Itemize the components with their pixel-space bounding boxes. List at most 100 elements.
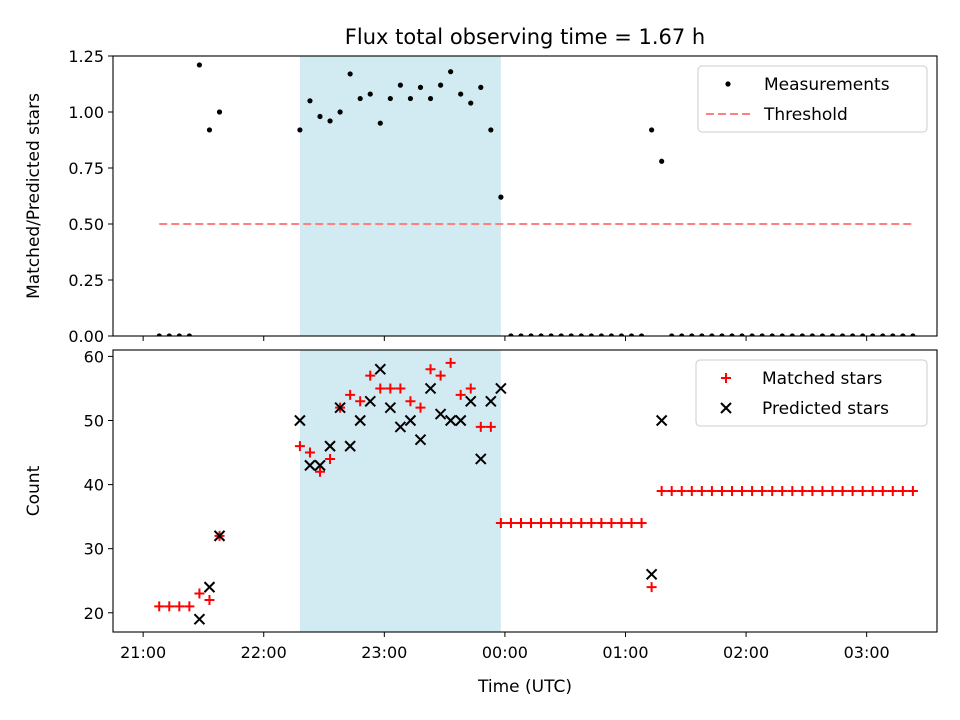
measurement-point xyxy=(427,95,434,102)
measurement-point xyxy=(669,333,675,336)
predicted-star-point xyxy=(203,581,216,593)
matched-star-point xyxy=(515,518,526,529)
measurement-point xyxy=(337,109,343,115)
measurement-point xyxy=(689,333,695,336)
matched-star-point xyxy=(596,518,607,529)
measurement-point xyxy=(488,127,494,133)
measurement-point xyxy=(618,333,625,336)
y-tick-label: 0.75 xyxy=(68,159,104,178)
measurement-point xyxy=(458,91,464,97)
matched-star-point xyxy=(204,594,215,605)
matched-star-point xyxy=(897,486,908,496)
predicted-star-point xyxy=(294,414,306,427)
y-tick-label: 40 xyxy=(84,476,104,495)
measurement-point xyxy=(407,95,414,102)
matched-star-point xyxy=(526,518,537,529)
measurement-point xyxy=(699,333,705,336)
matched-star-point xyxy=(365,370,376,381)
predicted-star-point xyxy=(334,401,346,414)
matched-star-point xyxy=(345,389,356,400)
predicted-star-point xyxy=(414,434,427,446)
predicted-star-point xyxy=(454,414,467,427)
measurement-point xyxy=(849,333,856,336)
predicted-star-point xyxy=(394,421,407,433)
predicted-star-point xyxy=(314,459,326,472)
measurement-point xyxy=(166,333,172,336)
measurement-point xyxy=(156,333,162,336)
measurement-point xyxy=(709,333,715,336)
predicted-star-point xyxy=(444,414,457,427)
matched-star-point xyxy=(355,396,366,407)
matched-star-point xyxy=(194,588,205,599)
matched-star-point xyxy=(676,486,687,496)
measurement-point xyxy=(900,333,906,336)
matched-star-point xyxy=(405,396,416,407)
predicted-star-point xyxy=(374,363,387,375)
legend-marker-measurements xyxy=(725,81,731,87)
matched-star-point xyxy=(867,486,878,496)
x-tick-label: 01:00 xyxy=(602,643,648,662)
measurement-point xyxy=(478,84,484,90)
measurement-point xyxy=(518,333,524,336)
predicted-star-point xyxy=(354,414,366,427)
plot-area-1 xyxy=(156,62,916,336)
measurement-point xyxy=(659,158,665,164)
measurement-point xyxy=(297,127,303,133)
y-tick-label: 1.00 xyxy=(68,103,104,122)
measurement-point xyxy=(638,333,645,336)
measurement-point xyxy=(759,333,765,336)
matched-star-point xyxy=(556,518,567,529)
matched-star-point xyxy=(435,370,446,381)
predicted-star-point xyxy=(434,408,447,420)
matched-star-point xyxy=(907,486,918,496)
y-tick-label: 30 xyxy=(84,540,104,559)
matched-star-point xyxy=(455,389,466,400)
measurement-point xyxy=(890,333,896,336)
matched-star-point xyxy=(626,518,637,529)
axes-frame-2 xyxy=(112,349,938,633)
x-tick-label: 23:00 xyxy=(361,643,407,662)
matched-star-point xyxy=(747,486,758,496)
matched-star-point xyxy=(666,486,677,496)
matched-star-point xyxy=(857,486,868,496)
measurement-point xyxy=(628,333,635,336)
matched-star-point xyxy=(727,486,738,496)
predicted-star-point xyxy=(404,414,417,427)
predicted-star-point xyxy=(475,453,487,465)
legend-marker-matched xyxy=(721,373,731,383)
matched-star-point xyxy=(646,582,657,593)
matched-star-point xyxy=(375,383,386,394)
measurement-point xyxy=(176,333,182,336)
measurement-point xyxy=(809,333,815,336)
matched-star-point xyxy=(817,486,828,496)
predicted-star-point xyxy=(465,395,477,407)
y-tick-label: 60 xyxy=(84,347,104,366)
matched-star-point xyxy=(757,486,768,496)
measurement-point xyxy=(779,333,785,336)
matched-star-point xyxy=(576,518,587,529)
measurement-point xyxy=(739,333,745,336)
matched-star-point xyxy=(536,518,547,529)
measurement-point xyxy=(528,333,534,336)
predicted-star-point xyxy=(485,395,497,407)
measurement-point xyxy=(870,333,876,336)
measurement-point xyxy=(498,194,504,200)
matched-star-point xyxy=(887,486,898,496)
predicted-star-point xyxy=(213,530,226,542)
predicted-star-point xyxy=(645,568,658,581)
matched-star-point xyxy=(395,383,406,394)
x-tick-label: 22:00 xyxy=(241,643,287,662)
measurement-point xyxy=(196,62,203,68)
matched-star-point xyxy=(847,486,858,496)
measurement-point xyxy=(206,127,213,133)
matched-star-point xyxy=(445,357,456,368)
measurement-point xyxy=(588,333,594,336)
matched-star-point xyxy=(636,518,647,529)
matched-star-point xyxy=(767,486,778,496)
matched-star-point xyxy=(807,486,818,496)
legend-box xyxy=(695,359,928,427)
measurement-point xyxy=(437,82,444,88)
y-tick-label: 50 xyxy=(84,412,104,431)
measurement-point xyxy=(729,333,735,336)
y-tick-label: 0.00 xyxy=(68,327,104,346)
